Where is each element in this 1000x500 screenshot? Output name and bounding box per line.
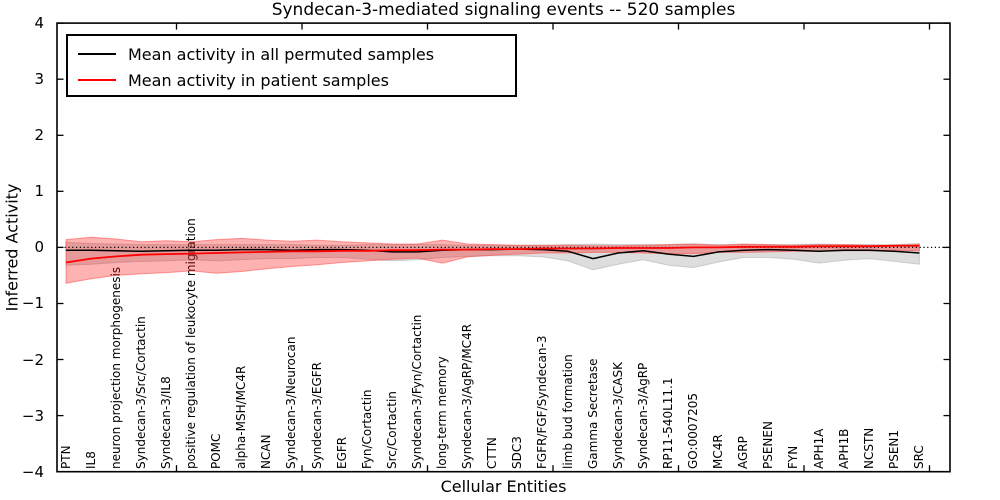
y-tick-label: −4: [21, 462, 44, 481]
y-tick-label: 2: [34, 126, 44, 145]
chart-title: Syndecan-3-mediated signaling events -- …: [271, 0, 736, 20]
y-tick-label: −1: [21, 294, 44, 313]
y-tick-label: 1: [34, 182, 44, 201]
y-tick-label: 0: [34, 238, 44, 257]
x-axis-label: Cellular Entities: [440, 477, 567, 496]
legend-label-patient: Mean activity in patient samples: [128, 70, 389, 90]
legend: Mean activity in all permuted samples Me…: [66, 34, 517, 97]
legend-item-permuted: Mean activity in all permuted samples: [78, 41, 515, 67]
y-tick-label: 4: [34, 14, 44, 33]
y-tick-label: 3: [34, 70, 44, 89]
y-tick-label: −3: [21, 406, 44, 425]
legend-line-sample-permuted: [78, 53, 116, 55]
legend-item-patient: Mean activity in patient samples: [78, 67, 515, 93]
y-tick-label: −2: [21, 350, 44, 369]
legend-line-sample-patient: [78, 79, 116, 81]
legend-label-permuted: Mean activity in all permuted samples: [128, 44, 435, 64]
